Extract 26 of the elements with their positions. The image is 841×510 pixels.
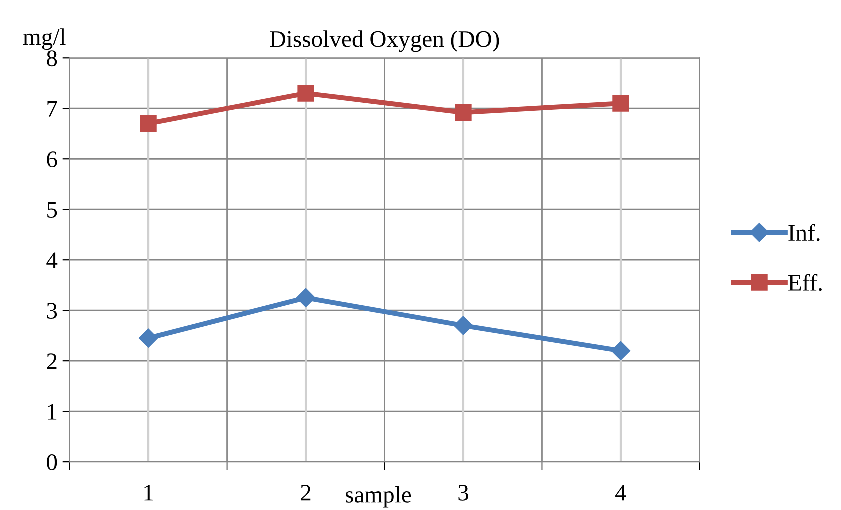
point (296, 288, 316, 308)
point (454, 316, 474, 336)
y-tick-label: 0 (47, 454, 58, 470)
y-tick-label: 1 (48, 404, 57, 420)
point (611, 341, 631, 361)
y-axis-title: mg/l (23, 28, 66, 50)
y-tick-label: 4 (46, 252, 58, 268)
legend-label: Eff. (788, 274, 822, 292)
x-tick-label: 3 (458, 485, 468, 501)
point (140, 115, 157, 132)
point (612, 95, 630, 112)
y-tick-label: 5 (48, 202, 58, 218)
x-axis-title: sample (346, 486, 412, 508)
x-tick-label: 2 (301, 485, 311, 501)
chart-title: Dissolved Oxygen (DO) (270, 30, 500, 52)
point (298, 85, 314, 102)
point (455, 104, 472, 122)
y-tick-label: 7 (48, 101, 58, 117)
y-tick-label: 3 (47, 303, 58, 320)
y-tick-label: 8 (47, 50, 58, 67)
x-tick-label: 1 (144, 485, 154, 501)
point (139, 328, 158, 348)
y-tick-label: 2 (47, 354, 57, 370)
legend-label: Inf. (788, 224, 820, 242)
y-tick-label: 6 (47, 152, 58, 168)
x-tick-label: 4 (616, 485, 627, 501)
